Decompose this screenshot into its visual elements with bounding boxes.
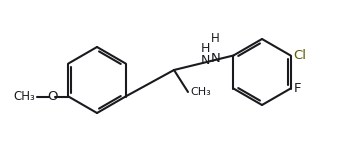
Text: H: H xyxy=(211,33,220,45)
Text: H
N: H N xyxy=(201,42,210,67)
Text: O: O xyxy=(47,90,58,103)
Text: CH₃: CH₃ xyxy=(190,87,211,97)
Text: Cl: Cl xyxy=(293,49,307,62)
Text: CH₃: CH₃ xyxy=(14,90,35,103)
Text: N: N xyxy=(211,52,220,64)
Text: F: F xyxy=(293,82,301,95)
